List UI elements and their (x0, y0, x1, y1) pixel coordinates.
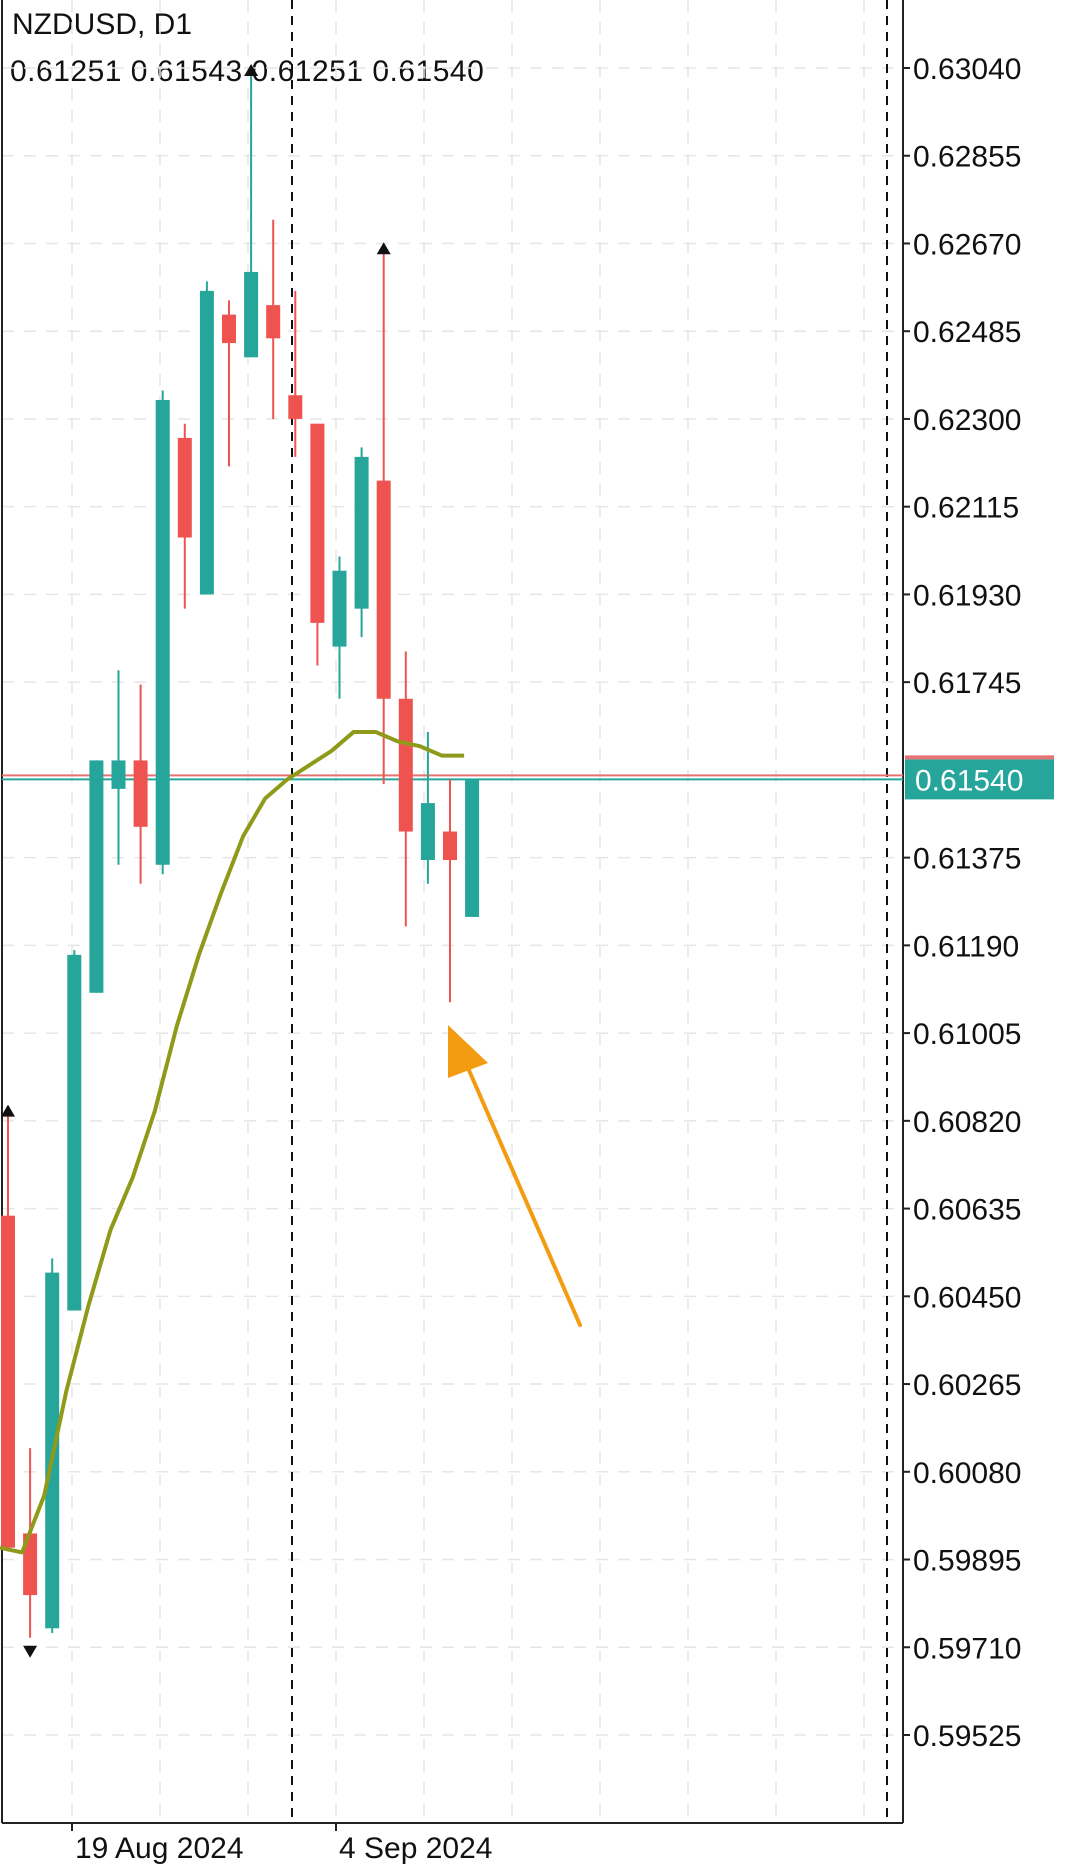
candle (354, 447, 369, 638)
candle-body (111, 760, 126, 789)
candle (420, 731, 435, 884)
period-separators (291, 0, 888, 1823)
candle (23, 1448, 38, 1638)
candle-body (398, 698, 413, 832)
moving-average (0, 729, 465, 1555)
y-tick-label: 0.60265 (913, 1369, 1021, 1402)
y-tick-label: 0.62115 (913, 492, 1019, 525)
candle (398, 651, 413, 927)
annotation-arrow-head (448, 1025, 488, 1078)
x-tick-label: 4 Sep 2024 (339, 1832, 492, 1864)
candle-body (222, 314, 236, 344)
chart-symbol-title: NZDUSD, D1 (12, 8, 193, 41)
x-tick-label: 19 Aug 2024 (75, 1832, 244, 1864)
candle (244, 68, 259, 358)
y-tick-label: 0.63040 (913, 53, 1021, 86)
moving-average-line (0, 729, 465, 1555)
y-tick-label: 0.59895 (913, 1545, 1021, 1578)
y-tick-label: 0.61375 (913, 843, 1021, 876)
time-axis: 19 Aug 2024 4 Sep 2024 (71, 1823, 492, 1864)
candle (332, 556, 347, 699)
annotation-arrow (448, 1025, 582, 1327)
current-price-label: 0.61540 (915, 764, 1023, 797)
candle-body (310, 423, 325, 623)
y-tick-label: 0.59710 (913, 1632, 1021, 1665)
candle-body (89, 760, 104, 993)
candle (288, 290, 303, 457)
candle-body (376, 480, 391, 699)
candle-body (332, 570, 347, 647)
candle (443, 779, 457, 1003)
candles (1, 68, 480, 1638)
candle (67, 950, 82, 1311)
low-marker (23, 1645, 38, 1658)
candle (111, 670, 126, 865)
candle (177, 423, 192, 609)
candle-body (23, 1533, 38, 1596)
y-tick-label: 0.62485 (913, 316, 1021, 349)
candle-body (199, 290, 214, 595)
y-tick-label: 0.61745 (913, 667, 1021, 700)
candle-body (177, 437, 192, 538)
candle-body (354, 456, 369, 609)
candle (133, 684, 148, 884)
price-lines (2, 774, 903, 781)
candle (465, 779, 480, 917)
y-tick-label: 0.61930 (913, 579, 1021, 612)
y-tick-label: 0.62855 (913, 141, 1021, 174)
candle-body (266, 305, 281, 339)
candle (45, 1258, 60, 1634)
candle (1, 1106, 15, 1548)
y-tick-label: 0.60635 (913, 1194, 1021, 1227)
candle-body (420, 803, 435, 861)
y-tick-label: 0.62670 (913, 228, 1021, 261)
candle (310, 423, 325, 666)
high-marker (1, 1104, 15, 1117)
candle-body (244, 271, 259, 358)
ask-price-tick (905, 755, 1054, 760)
high-marker (244, 64, 259, 76)
candle-body (465, 779, 480, 917)
candle (89, 760, 104, 993)
candle-body (67, 954, 82, 1311)
candle (266, 219, 281, 419)
candle-body (1, 1215, 15, 1548)
candle-body (155, 399, 170, 865)
chart-grid (1, 0, 904, 1824)
y-tick-label: 0.61005 (913, 1018, 1021, 1051)
high-low-markers (1, 64, 391, 1658)
price-axis: 0.63040 0.62855 0.62670 0.62485 0.62300 0.621… (903, 53, 1054, 1753)
y-tick-label: 0.60820 (913, 1106, 1021, 1139)
candle-body (443, 831, 457, 861)
y-tick-label: 0.60450 (913, 1281, 1021, 1314)
candle (155, 390, 170, 875)
y-tick-label: 0.60080 (913, 1457, 1021, 1490)
candle (199, 281, 214, 595)
y-tick-label: 0.59525 (913, 1720, 1021, 1753)
candle (376, 248, 391, 785)
candle (222, 300, 236, 467)
candle-body (133, 760, 148, 827)
y-tick-label: 0.62300 (913, 404, 1021, 437)
high-marker (376, 242, 391, 255)
candle-body (288, 395, 303, 419)
annotation-arrow-shaft (466, 1066, 582, 1327)
y-tick-label: 0.61190 (913, 930, 1019, 963)
current-price-label-bg (905, 759, 1054, 800)
